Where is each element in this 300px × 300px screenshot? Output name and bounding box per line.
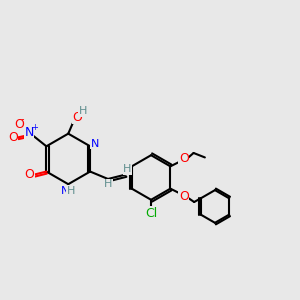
Text: O: O: [179, 190, 189, 202]
Text: H: H: [67, 186, 75, 196]
Text: O: O: [15, 118, 25, 131]
Text: +: +: [31, 123, 38, 132]
Text: O: O: [179, 152, 189, 165]
Text: H: H: [123, 164, 131, 174]
Text: H: H: [104, 179, 112, 189]
Text: Cl: Cl: [145, 207, 157, 220]
Text: N: N: [25, 125, 34, 139]
Text: O: O: [8, 131, 18, 144]
Text: O: O: [72, 111, 82, 124]
Text: O: O: [24, 168, 34, 181]
Text: N: N: [90, 139, 99, 149]
Text: -: -: [21, 115, 24, 124]
Text: H: H: [79, 106, 87, 116]
Text: N: N: [61, 186, 70, 196]
